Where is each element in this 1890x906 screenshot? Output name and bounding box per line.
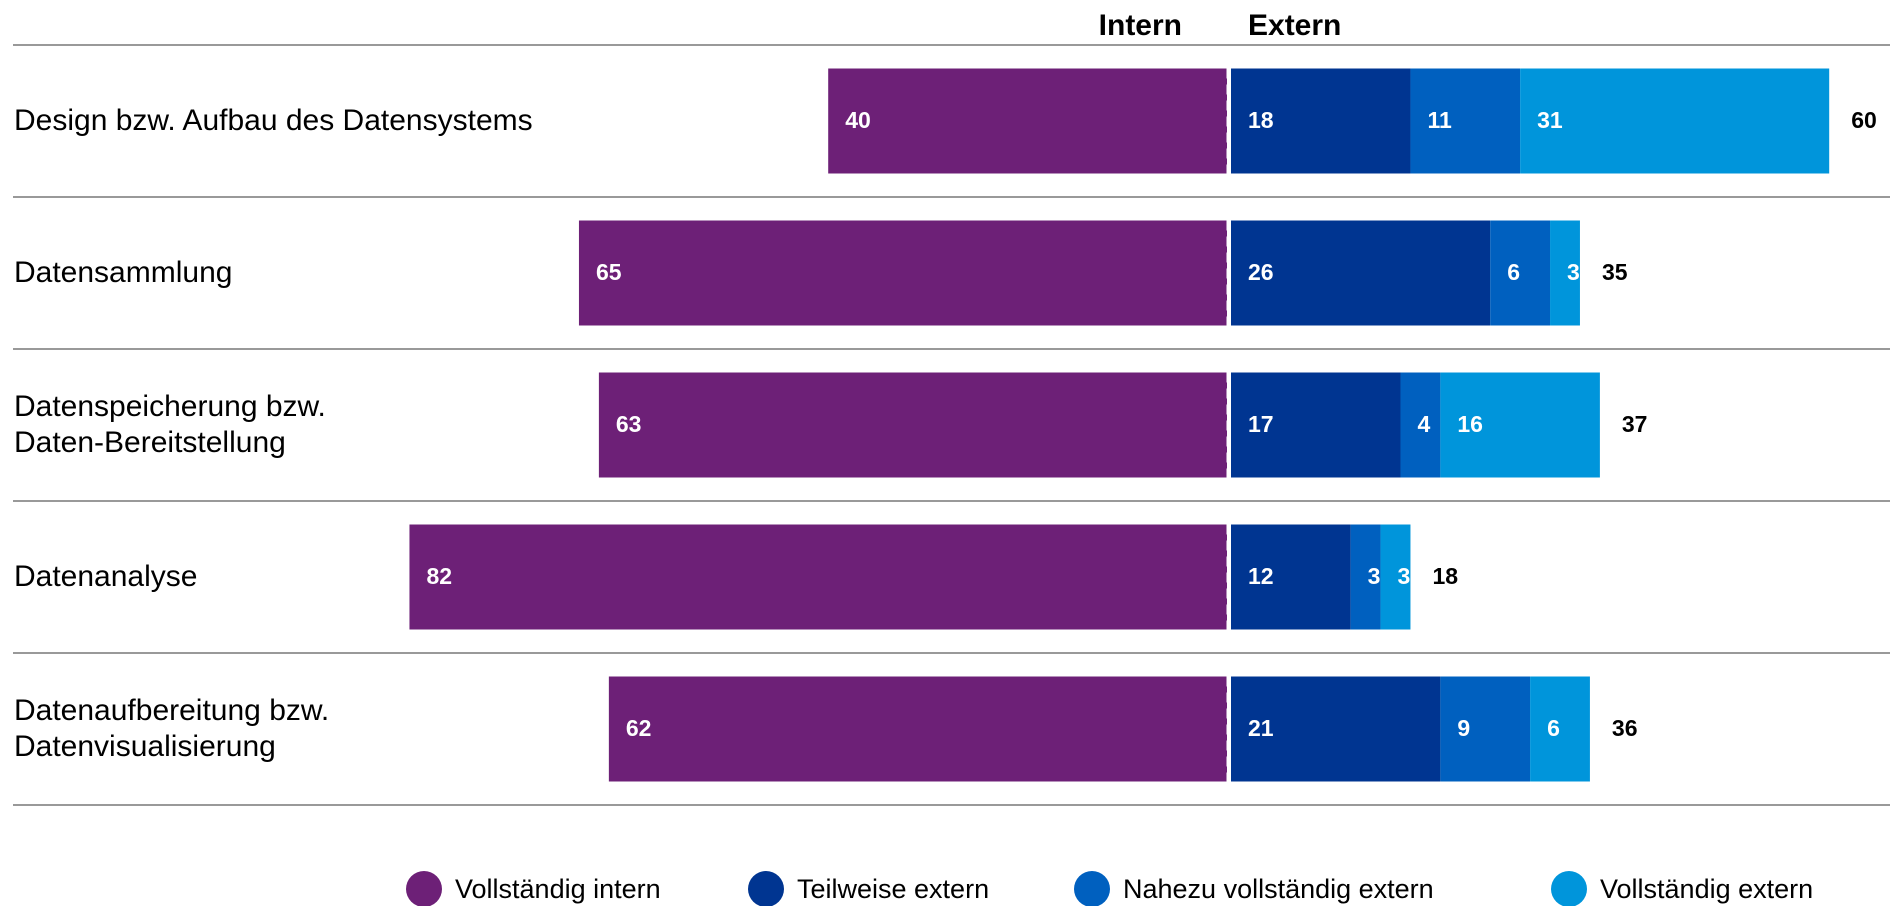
data-label: 18 <box>1248 107 1274 133</box>
data-label: 31 <box>1537 107 1563 133</box>
data-label: 16 <box>1457 411 1483 437</box>
bar-segment <box>608 676 1227 782</box>
legend-swatch <box>1074 871 1110 906</box>
category-label: Datenspeicherung bzw. Daten-Bereitstellu… <box>14 390 326 459</box>
bar-segment <box>1231 220 1491 326</box>
bar-segment <box>1490 220 1551 326</box>
bar-segment <box>598 372 1227 478</box>
left-header: Intern <box>1099 9 1182 42</box>
data-label: 62 <box>626 715 652 741</box>
bar-segment <box>1550 220 1580 326</box>
category-label: Datensammlung <box>14 256 233 289</box>
category-label: Datenaufbereitung bzw. Datenvisualisieru… <box>14 694 330 763</box>
total-label: 60 <box>1851 107 1877 133</box>
data-label: 3 <box>1567 259 1580 285</box>
total-label: 36 <box>1612 715 1638 741</box>
bar-segment <box>1231 68 1411 174</box>
category-label: Datenanalyse <box>14 560 198 593</box>
bar-segment <box>1231 676 1441 782</box>
data-label: 4 <box>1417 411 1430 437</box>
total-label: 35 <box>1602 259 1628 285</box>
data-label: 3 <box>1398 563 1411 589</box>
bar-segment <box>1231 372 1401 478</box>
data-label: 9 <box>1457 715 1470 741</box>
data-label: 11 <box>1427 107 1452 133</box>
data-label: 63 <box>616 411 642 437</box>
bar-segment <box>1440 676 1531 782</box>
legend-swatch <box>406 871 442 906</box>
bar-segment <box>1410 68 1521 174</box>
bar-segment <box>1380 524 1411 630</box>
total-label: 37 <box>1622 411 1648 437</box>
legend-swatch <box>748 871 784 906</box>
data-label: 82 <box>426 563 452 589</box>
data-label: 40 <box>845 107 871 133</box>
bar-segment <box>1231 524 1351 630</box>
data-label: 3 <box>1368 563 1381 589</box>
data-label: 6 <box>1547 715 1560 741</box>
total-label: 18 <box>1432 563 1458 589</box>
legend-label: Nahezu vollständig extern <box>1123 874 1434 904</box>
bar-segment <box>1400 372 1441 478</box>
bar-segment <box>1350 524 1381 630</box>
data-label: 17 <box>1248 411 1274 437</box>
legend-swatch <box>1551 871 1587 906</box>
legend-label: Teilweise extern <box>797 874 989 904</box>
category-label: Design bzw. Aufbau des Datensystems <box>14 104 533 137</box>
data-label: 21 <box>1248 715 1274 741</box>
data-label: 65 <box>596 259 622 285</box>
data-label: 6 <box>1507 259 1520 285</box>
legend-label: Vollständig extern <box>1600 874 1813 904</box>
legend-label: Vollständig intern <box>455 874 661 904</box>
data-label: 12 <box>1248 563 1274 589</box>
bar-segment <box>1520 68 1830 174</box>
right-header: Extern <box>1248 9 1341 42</box>
bar-segment <box>578 220 1227 326</box>
bar-segment <box>1440 372 1600 478</box>
bar-segment <box>828 68 1227 174</box>
bar-segment <box>409 524 1228 630</box>
data-label: 26 <box>1248 259 1274 285</box>
bar-segment <box>1530 676 1590 782</box>
